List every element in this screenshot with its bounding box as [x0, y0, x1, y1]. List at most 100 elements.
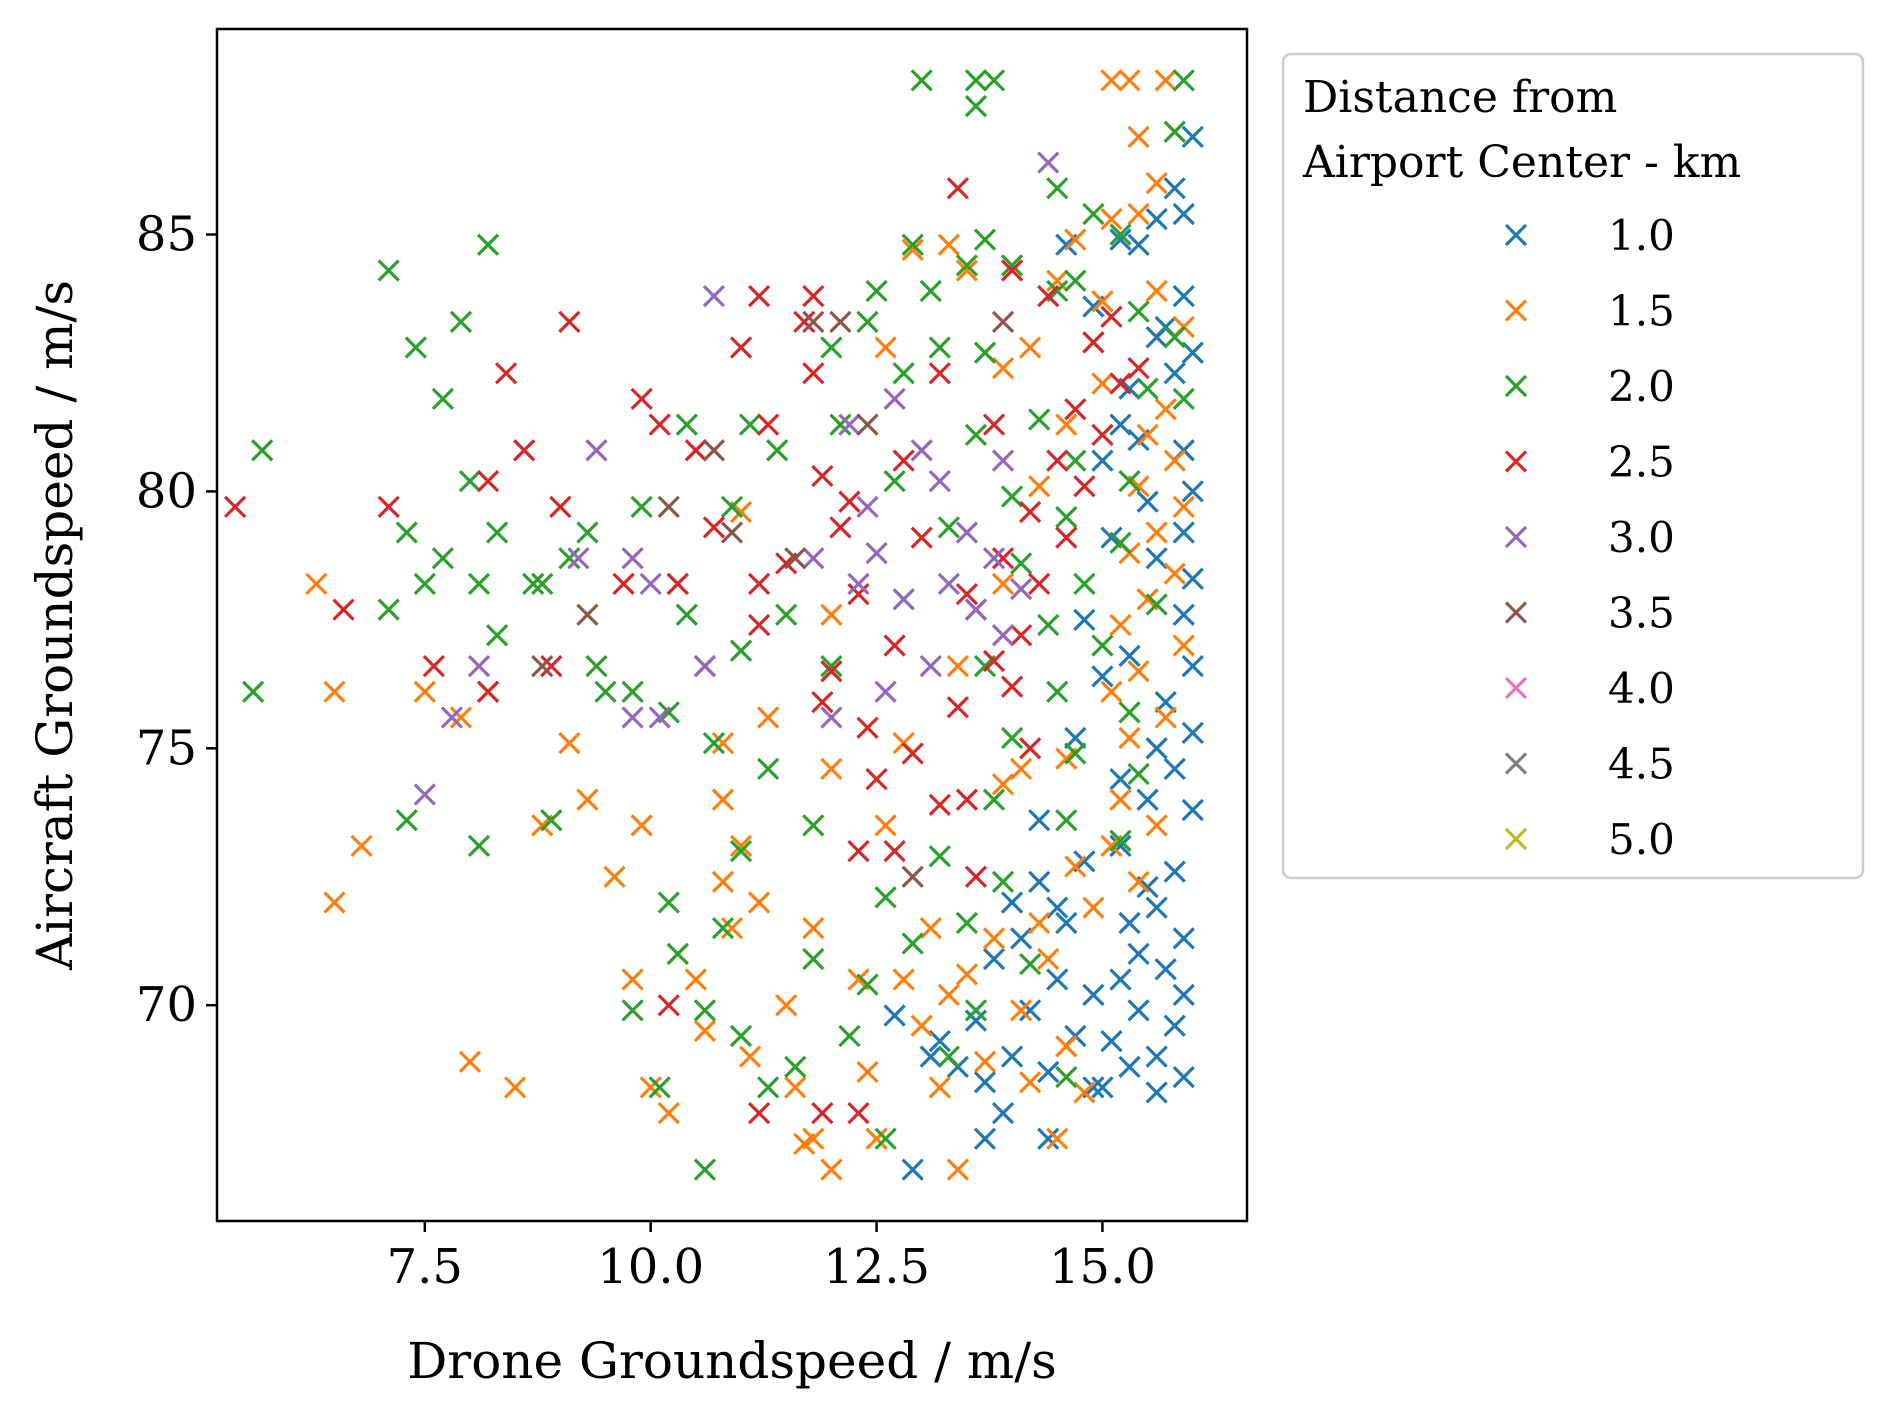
data-point: [1064, 228, 1087, 251]
data-point: [820, 654, 843, 678]
x-tick-label: 7.5: [387, 1239, 463, 1295]
data-point: [1091, 423, 1114, 447]
data-point: [576, 603, 599, 626]
data-point: [1127, 762, 1150, 786]
data-point: [1046, 449, 1069, 472]
data-point: [1163, 860, 1186, 883]
data-point: [648, 706, 671, 729]
data-point: [928, 1030, 951, 1053]
data-point: [793, 310, 816, 333]
data-point: [1145, 1081, 1168, 1104]
data-point: [1046, 1127, 1069, 1150]
data-point: [1145, 896, 1168, 919]
data-point: [820, 757, 843, 780]
data-point: [693, 999, 717, 1022]
data-point: [675, 413, 698, 436]
data-point: [964, 423, 988, 447]
data-point: [1055, 809, 1078, 832]
data-point: [1082, 202, 1105, 226]
data-point: [865, 541, 888, 565]
data-point: [1154, 706, 1177, 729]
data-point: [1028, 809, 1051, 832]
data-point: [1172, 1066, 1195, 1089]
series-3.5: [531, 310, 1015, 888]
plot-frame: [215, 27, 1249, 1223]
legend-marker: [1504, 827, 1528, 851]
x-tick-label: 15.0: [1049, 1239, 1156, 1295]
data-point: [431, 547, 455, 570]
data-point: [729, 834, 753, 858]
data-point: [458, 1050, 482, 1073]
y-tick-label: 75: [136, 720, 197, 776]
data-point: [784, 1076, 807, 1099]
data-point: [883, 387, 906, 411]
data-point: [522, 572, 545, 596]
data-point: [657, 891, 680, 914]
data-point: [1127, 233, 1150, 256]
data-point: [377, 598, 400, 621]
data-point: [757, 1076, 780, 1099]
data-point: [558, 310, 581, 333]
data-point: [937, 1045, 960, 1068]
data-point: [910, 439, 933, 462]
data-point: [1109, 372, 1132, 395]
data-point: [973, 341, 997, 364]
data-point: [648, 1076, 671, 1099]
data-point: [1037, 1060, 1060, 1084]
data-point: [991, 572, 1015, 596]
data-point: [892, 968, 915, 991]
data-point: [1091, 1076, 1114, 1099]
data-point: [747, 613, 771, 637]
data-point: [964, 865, 988, 888]
data-point: [910, 1014, 933, 1037]
data-point: [820, 336, 843, 359]
data-point: [223, 495, 247, 518]
legend-title: Distance from Airport Center - km: [1302, 72, 1741, 188]
legend-entry-3.0: 3.0: [1504, 513, 1675, 562]
data-point: [621, 999, 644, 1022]
data-point: [919, 654, 942, 678]
data-point: [720, 521, 744, 544]
data-point: [711, 870, 735, 894]
data-point: [1181, 654, 1204, 678]
data-point: [1136, 423, 1159, 447]
data-point: [1172, 634, 1195, 657]
data-point: [811, 690, 834, 714]
data-point: [1145, 737, 1168, 760]
data-point: [549, 495, 572, 518]
data-point: [955, 788, 979, 811]
data-point: [1091, 449, 1114, 472]
y-axis: 70 75 80 85: [136, 207, 217, 1033]
data-point: [991, 449, 1015, 472]
data-point: [856, 1060, 879, 1084]
legend-entry-1.0: 1.0: [1504, 211, 1675, 260]
data-point: [964, 999, 988, 1022]
data-point: [1091, 634, 1114, 657]
data-point: [467, 572, 491, 596]
data-point: [666, 572, 689, 596]
data-point: [919, 1045, 942, 1068]
data-point: [829, 310, 852, 333]
data-point: [513, 439, 536, 462]
y-tick-label: 80: [136, 463, 197, 519]
data-point: [1000, 726, 1024, 750]
legend-label: 4.0: [1608, 664, 1675, 713]
data-point: [775, 603, 798, 626]
data-point: [1000, 1045, 1024, 1068]
data-point: [802, 362, 825, 385]
data-point: [1109, 228, 1132, 251]
x-axis: 7.5 10.0 12.5 15.0: [387, 1221, 1156, 1295]
data-point: [1009, 757, 1033, 780]
data-point: [964, 1009, 988, 1032]
data-point: [1064, 449, 1087, 472]
data-point: [1109, 788, 1132, 811]
data-point: [973, 228, 997, 251]
data-point: [675, 603, 698, 626]
data-point: [1000, 254, 1024, 277]
data-point: [838, 490, 861, 513]
data-point: [684, 968, 707, 991]
data-point: [991, 773, 1015, 796]
data-point: [323, 680, 346, 703]
data-point: [856, 973, 879, 996]
data-point: [693, 654, 717, 678]
